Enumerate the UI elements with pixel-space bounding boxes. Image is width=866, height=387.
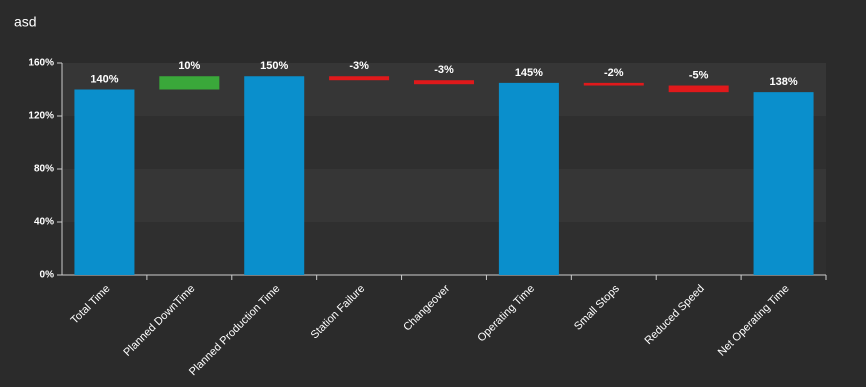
bar [74,89,135,275]
value-label: 138% [769,76,797,88]
value-label: -3% [434,64,454,76]
value-label: 150% [260,60,288,72]
value-label: -3% [349,60,369,72]
grid-band [62,169,826,222]
bar [414,80,474,85]
value-label: 140% [90,73,118,85]
value-label: -2% [604,67,624,79]
y-tick-label: 40% [34,217,54,228]
bar [668,85,729,93]
grid-band [62,222,826,275]
value-label: 145% [515,67,543,79]
y-tick-label: 0% [40,270,55,281]
y-tick-label: 120% [28,111,54,122]
bar [244,76,305,275]
bar [753,92,814,276]
bar [159,76,220,90]
bar [498,82,559,275]
value-label: -5% [689,69,709,81]
y-tick-label: 80% [34,164,54,175]
bar [329,76,390,81]
grid-band [62,116,826,169]
value-label: 10% [178,60,200,72]
bar [583,82,644,86]
chart-title: asd [14,14,37,30]
y-tick-label: 160% [28,58,54,69]
